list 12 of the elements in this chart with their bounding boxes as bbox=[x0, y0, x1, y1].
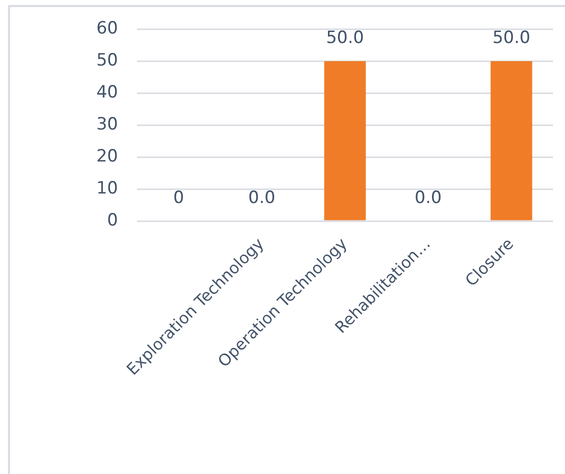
y-tick-label: 10 bbox=[96, 178, 118, 198]
y-tick-label: 40 bbox=[96, 82, 118, 103]
y-tick-label: 60 bbox=[96, 18, 118, 39]
y-tick-label: 0 bbox=[107, 210, 118, 230]
y-tick-label: 20 bbox=[96, 146, 118, 166]
data-label: 0.0 bbox=[248, 188, 276, 208]
data-label: 0 bbox=[173, 188, 184, 208]
data-label: 50.0 bbox=[326, 28, 364, 48]
data-label: 50.0 bbox=[492, 28, 530, 48]
y-tick-label: 30 bbox=[96, 114, 118, 135]
y-tick-label: 50 bbox=[96, 50, 118, 71]
data-label: 0.0 bbox=[414, 188, 442, 208]
